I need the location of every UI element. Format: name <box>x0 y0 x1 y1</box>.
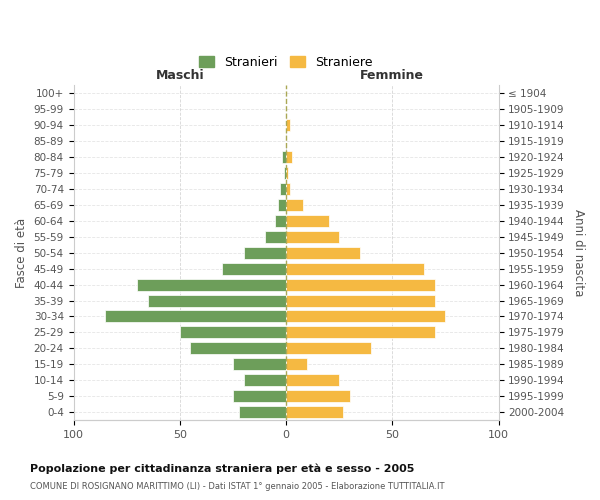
Bar <box>286 358 307 370</box>
Bar <box>286 262 424 274</box>
Bar <box>286 278 435 290</box>
Legend: Stranieri, Straniere: Stranieri, Straniere <box>194 51 378 74</box>
Bar <box>286 214 329 226</box>
Bar <box>233 358 286 370</box>
Bar <box>286 406 343 418</box>
Bar <box>284 167 286 179</box>
Bar <box>286 310 445 322</box>
Bar <box>286 326 435 338</box>
Bar <box>137 278 286 290</box>
Bar <box>286 183 290 194</box>
Bar <box>286 374 339 386</box>
Text: COMUNE DI ROSIGNANO MARITTIMO (LI) - Dati ISTAT 1° gennaio 2005 - Elaborazione T: COMUNE DI ROSIGNANO MARITTIMO (LI) - Dat… <box>30 482 445 491</box>
Text: Popolazione per cittadinanza straniera per età e sesso - 2005: Popolazione per cittadinanza straniera p… <box>30 464 415 474</box>
Bar <box>222 262 286 274</box>
Bar <box>275 214 286 226</box>
Bar <box>286 390 350 402</box>
Bar <box>233 390 286 402</box>
Bar <box>148 294 286 306</box>
Bar <box>106 310 286 322</box>
Bar <box>265 230 286 242</box>
Bar <box>244 246 286 258</box>
Text: Femmine: Femmine <box>361 69 424 82</box>
Bar <box>278 198 286 210</box>
Bar <box>280 183 286 194</box>
Bar <box>282 151 286 163</box>
Y-axis label: Anni di nascita: Anni di nascita <box>572 209 585 296</box>
Text: Maschi: Maschi <box>155 69 204 82</box>
Bar <box>190 342 286 354</box>
Bar <box>286 151 292 163</box>
Bar <box>180 326 286 338</box>
Bar <box>286 119 290 131</box>
Bar <box>286 294 435 306</box>
Bar <box>239 406 286 418</box>
Bar <box>286 342 371 354</box>
Bar <box>286 167 288 179</box>
Bar <box>286 246 361 258</box>
Bar <box>244 374 286 386</box>
Bar <box>286 198 303 210</box>
Bar <box>286 230 339 242</box>
Y-axis label: Fasce di età: Fasce di età <box>15 218 28 288</box>
